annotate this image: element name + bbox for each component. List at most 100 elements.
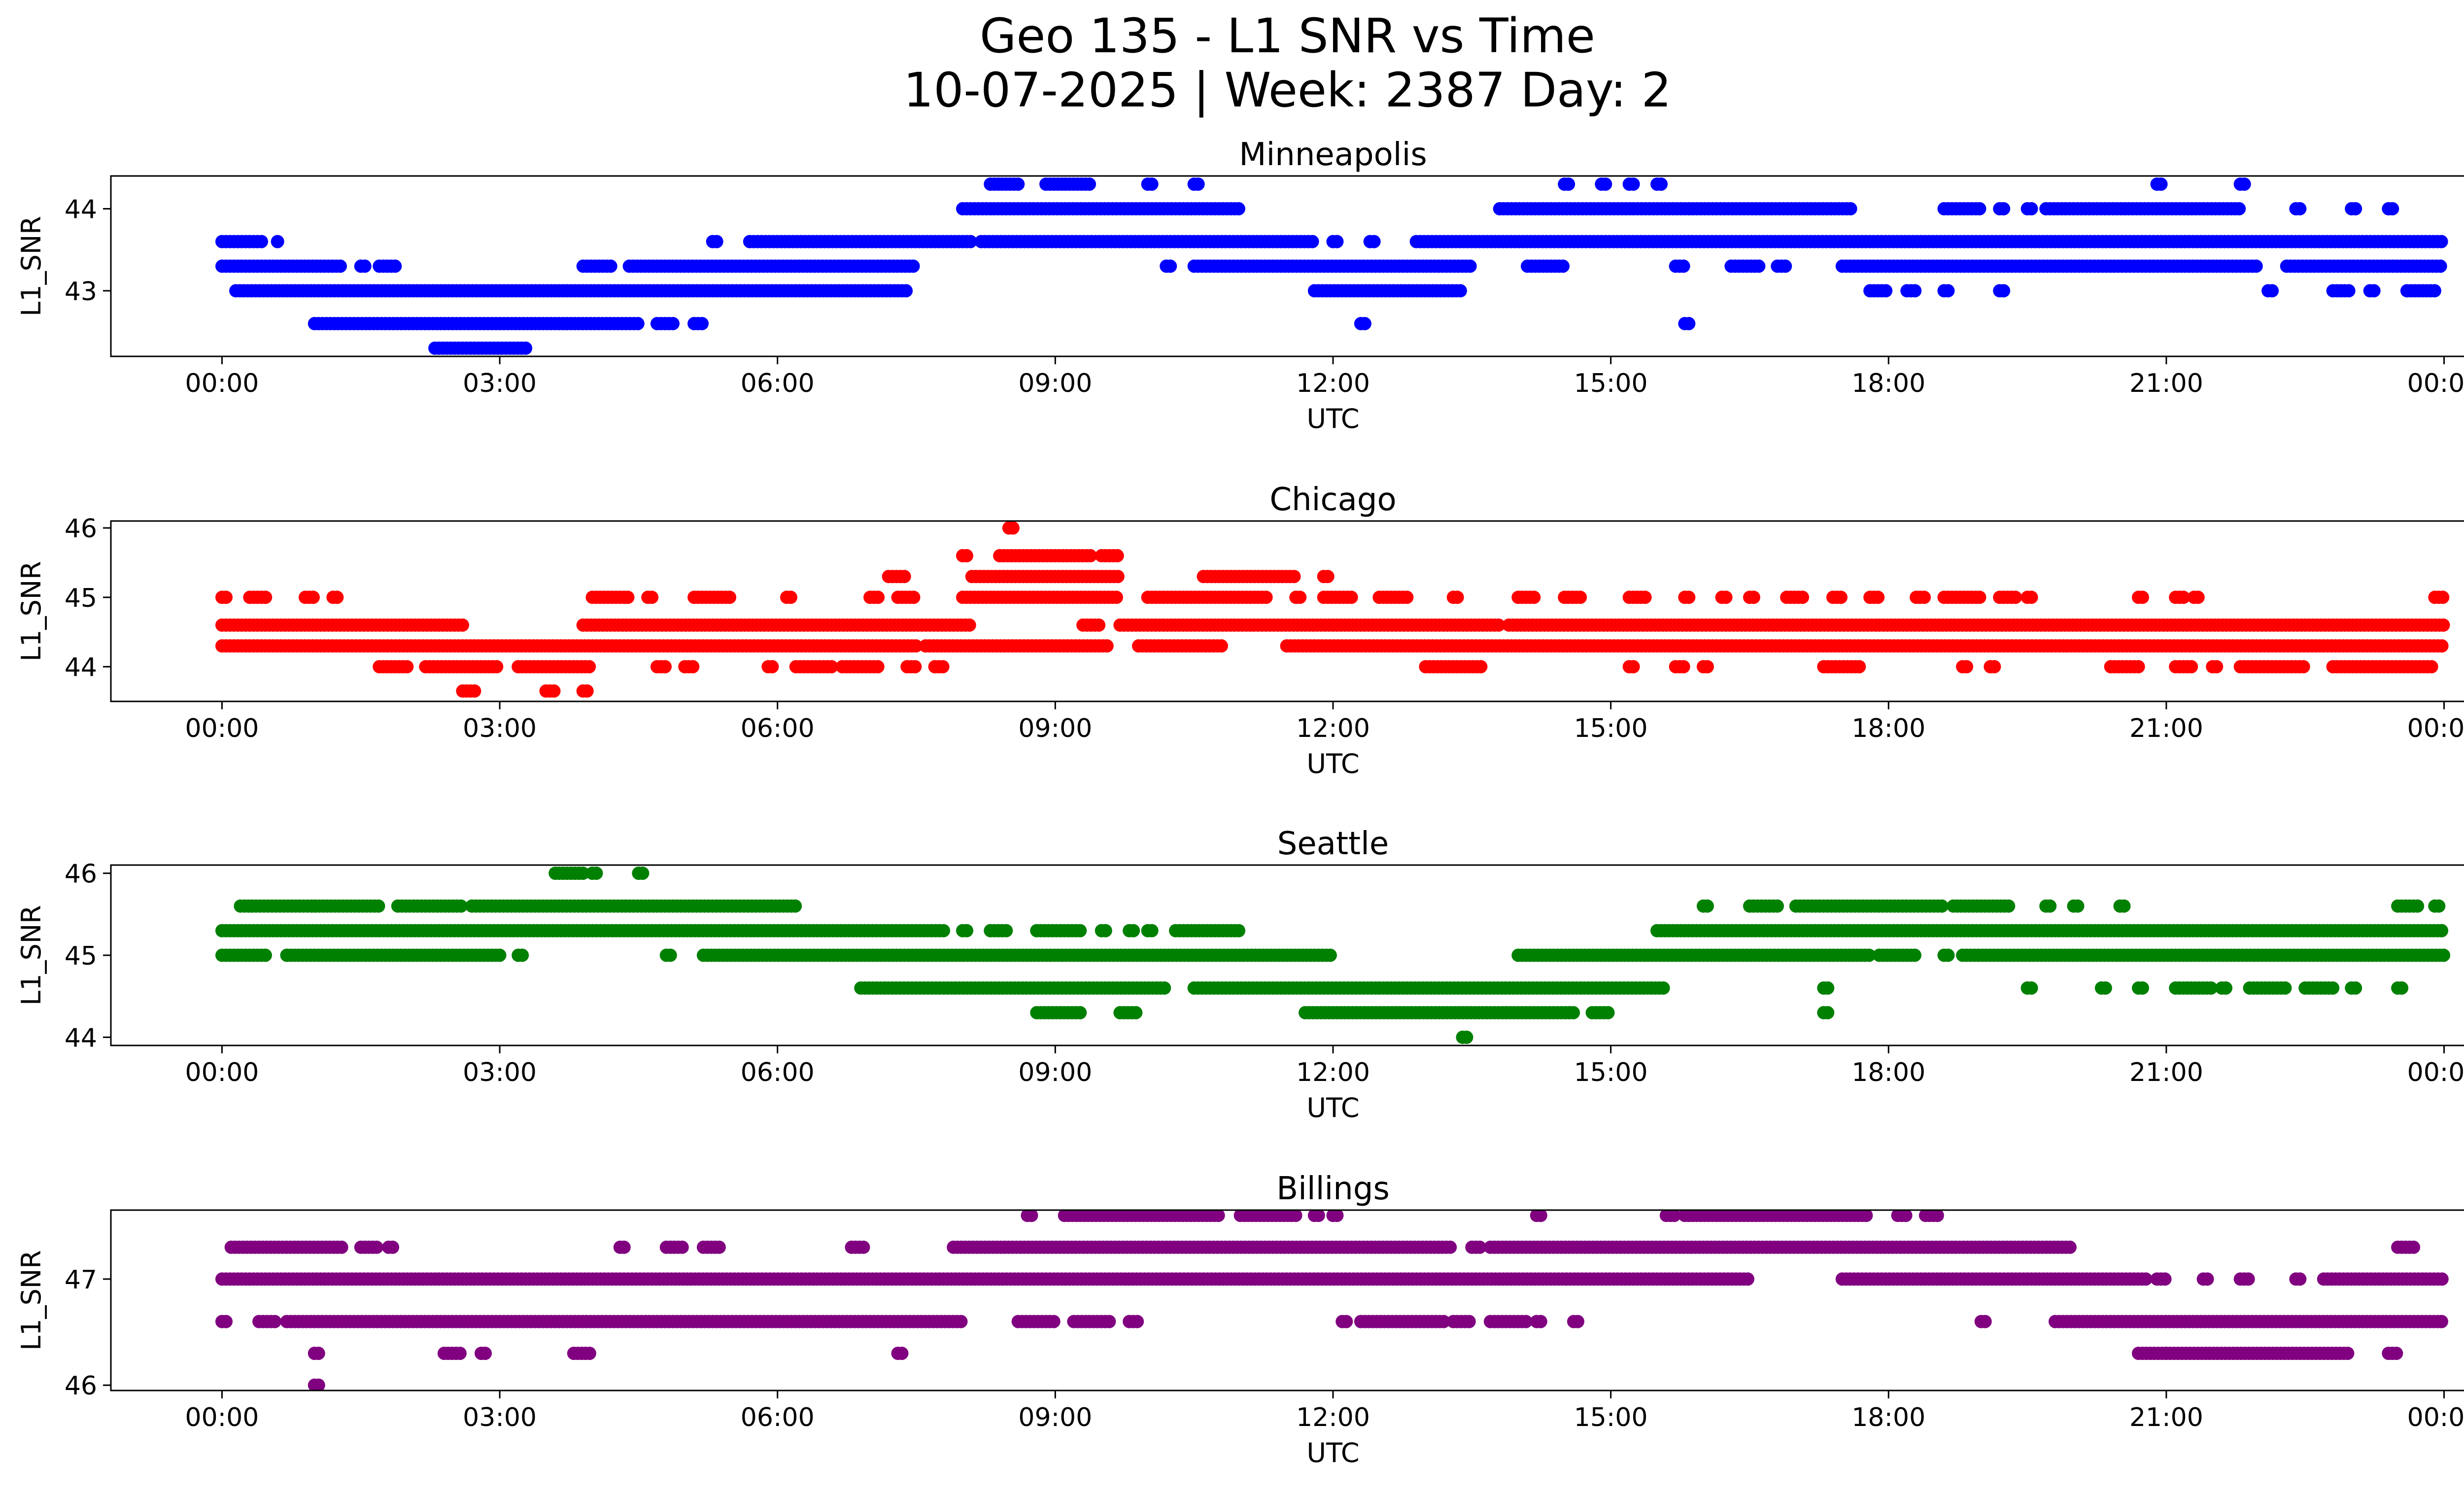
data-point [962, 618, 976, 632]
data-point [1741, 1272, 1754, 1286]
data-point [2436, 591, 2450, 604]
data-point [1073, 924, 1087, 938]
data-point [1110, 591, 1123, 604]
data-point [1719, 591, 1733, 604]
data-point [2249, 259, 2263, 273]
data-point [2296, 660, 2310, 674]
data-point [2136, 981, 2149, 995]
data-point [1677, 259, 1690, 273]
data-point [1127, 924, 1140, 938]
data-point [1111, 570, 1125, 584]
data-point [2367, 284, 2381, 298]
data-point [1084, 549, 1097, 562]
data-point [2154, 177, 2168, 191]
data-point [631, 317, 645, 330]
data-point [2293, 1272, 2307, 1286]
data-point [468, 684, 481, 698]
x-tick-label: 12:00 [1296, 369, 1370, 398]
data-point [899, 284, 913, 298]
data-point [388, 259, 402, 273]
data-point [604, 259, 617, 273]
data-point [1006, 521, 1020, 535]
data-point [695, 317, 709, 330]
data-points [215, 867, 2451, 1044]
data-point [1164, 259, 1177, 273]
data-point [1599, 177, 1612, 191]
data-point [907, 591, 921, 604]
data-point [2435, 924, 2449, 938]
data-point [788, 899, 802, 913]
data-point [1098, 924, 1112, 938]
data-point [1460, 1030, 1473, 1044]
data-point [1083, 177, 1096, 191]
data-point [1321, 570, 1335, 584]
data-point [1011, 177, 1025, 191]
data-point [456, 618, 469, 632]
data-point [1973, 202, 1986, 215]
data-point [2237, 177, 2251, 191]
data-point [1779, 259, 1792, 273]
data-point [1654, 177, 1668, 191]
axes-frame [110, 520, 2464, 702]
data-point [2002, 899, 2016, 913]
data-point [2349, 981, 2362, 995]
chart-subtitle: 10-07-2025 | Week: 2387 Day: 2 [903, 63, 1672, 118]
y-tick-label: 44 [65, 653, 97, 683]
x-tick-label: 15:00 [1574, 1058, 1648, 1087]
data-point [2436, 618, 2450, 632]
data-point [1567, 1006, 1580, 1019]
chart-title: Geo 135 - L1 SNR vs Time [980, 8, 1595, 64]
data-point [582, 660, 596, 674]
data-point [1574, 591, 1587, 604]
data-point [547, 684, 561, 698]
data-point [2185, 660, 2198, 674]
data-point [2435, 639, 2449, 653]
x-tick-label: 21:00 [2129, 714, 2203, 743]
x-tick-label: 03:00 [463, 369, 537, 398]
data-point [1287, 570, 1301, 584]
data-point [2210, 660, 2224, 674]
subplot-title: Chicago [1269, 482, 1396, 518]
data-point [1682, 591, 1696, 604]
data-point [1941, 284, 1955, 298]
data-point [2395, 981, 2409, 995]
data-point [1917, 591, 1931, 604]
data-point [710, 235, 723, 248]
x-tick-label: 09:00 [1018, 714, 1092, 743]
data-point [908, 660, 922, 674]
x-tick-label: 18:00 [1851, 1058, 1925, 1087]
data-point [1997, 284, 2011, 298]
data-point [454, 899, 468, 913]
data-point [960, 924, 973, 938]
y-tick-label: 46 [65, 860, 97, 889]
data-point [1908, 948, 1921, 962]
data-point [358, 259, 372, 273]
data-point [2428, 284, 2441, 298]
data-point [1492, 618, 1506, 632]
chart-title-block: Geo 135 - L1 SNR vs Time 10-07-2025 | We… [0, 9, 2464, 118]
data-point [666, 317, 680, 330]
data-points [215, 1210, 2449, 1391]
data-point [2326, 981, 2340, 995]
x-tick-label: 09:00 [1018, 369, 1092, 398]
data-point [2117, 899, 2131, 913]
data-point [645, 591, 659, 604]
data-point [663, 948, 677, 962]
subplot-title: Seattle [1277, 826, 1389, 862]
data-point [1527, 591, 1541, 604]
data-point [589, 867, 603, 880]
y-tick-label: 44 [65, 195, 97, 225]
data-point [307, 591, 320, 604]
y-tick-label: 44 [65, 1023, 97, 1053]
data-point [1626, 177, 1640, 191]
data-point [2024, 591, 2038, 604]
x-tick-label: 00:00 [185, 714, 259, 743]
data-point [1145, 177, 1159, 191]
data-point [1821, 1006, 1835, 1019]
x-tick-label: 06:00 [741, 714, 815, 743]
data-point [1752, 259, 1766, 273]
y-axis-label: L1_SNR [16, 216, 47, 316]
